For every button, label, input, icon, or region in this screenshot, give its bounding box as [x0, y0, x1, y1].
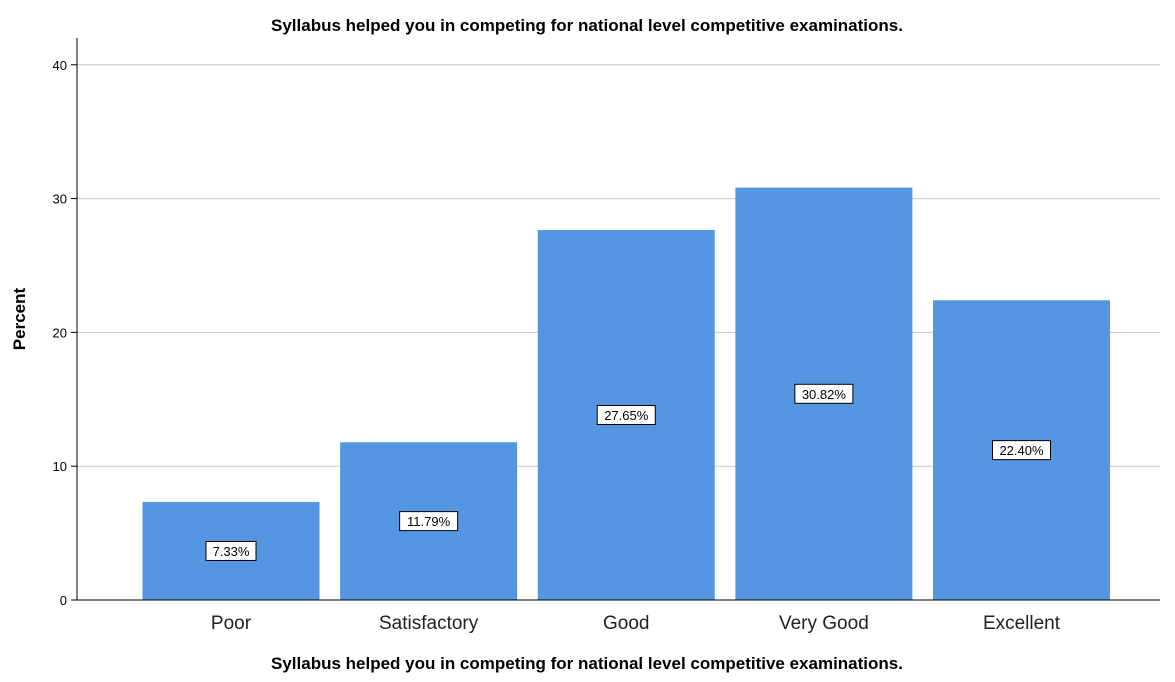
data-label-box: [596, 405, 656, 426]
axes: [76, 38, 1160, 601]
x-tick-label: Poor: [211, 613, 252, 634]
y-tick-label: 0: [60, 593, 67, 608]
data-label-box: [205, 540, 257, 561]
x-tick-label: Good: [603, 613, 649, 634]
y-ticks: 0 10 20 30 40: [53, 58, 77, 608]
y-tick-label: 30: [53, 192, 67, 207]
x-tick-label: Very Good: [779, 613, 869, 634]
data-label: 7.33%: [213, 544, 250, 559]
data-label: 11.79%: [407, 514, 451, 529]
y-axis-label: Percent: [10, 287, 29, 350]
data-label: 22.40%: [999, 443, 1044, 458]
y-tick-label: 40: [53, 58, 67, 73]
data-label: 27.65%: [604, 408, 649, 423]
data-label-box: [992, 440, 1051, 461]
y-tick-label: 10: [53, 459, 67, 474]
data-labels: 7.33% 11.79% 27.65% 30.82% 22.40%: [205, 383, 1051, 561]
x-tick-label: Excellent: [983, 613, 1061, 634]
data-label-box: [794, 383, 854, 404]
x-tick-label: Satisfactory: [379, 613, 479, 634]
y-tick-label: 20: [53, 325, 67, 340]
x-ticks: Poor Satisfactory Good Very Good Excellent: [211, 613, 1061, 634]
x-axis-label: Syllabus helped you in competing for nat…: [271, 654, 903, 673]
bars: [142, 187, 1110, 600]
chart-title: Syllabus helped you in competing for nat…: [271, 16, 903, 35]
data-label-box: [399, 511, 459, 532]
data-label: 30.82%: [802, 387, 847, 402]
